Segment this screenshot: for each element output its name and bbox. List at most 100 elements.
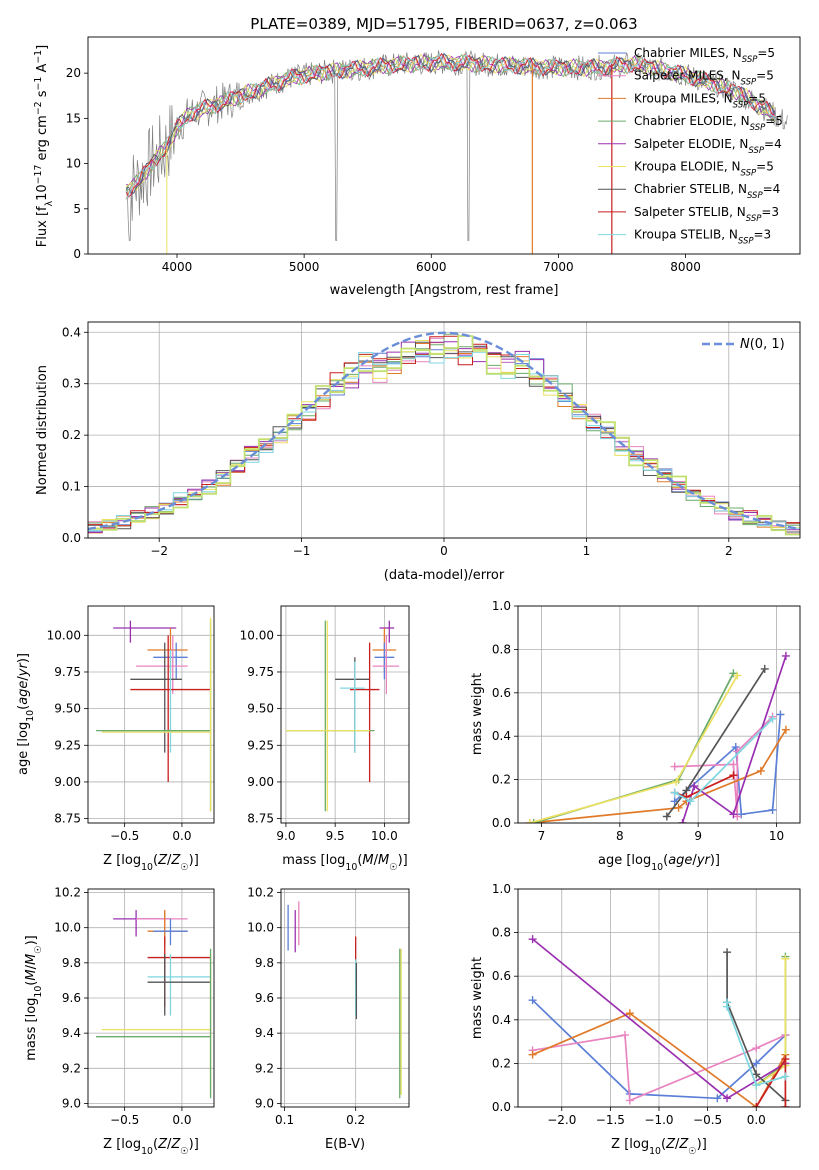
y-tick-label: 0.0 (62, 531, 81, 545)
model-kroupa-elodie (125, 53, 775, 192)
weight-marker (723, 1094, 732, 1103)
weight-line (681, 655, 787, 823)
weight-marker (678, 819, 687, 823)
weight-marker (529, 819, 538, 823)
y-tick-label: 9.75 (54, 665, 81, 679)
weight-marker (781, 1055, 790, 1064)
y-tick-label: 9.25 (247, 738, 274, 752)
x-tick-label: 4000 (162, 260, 193, 274)
x-axis-label: Z [log10(Z/Z☉)] (611, 1137, 707, 1157)
mass_vs_ebv-axes: 0.1 0.2 9.0 9.2 9.4 9.6 9.8 10.0 10.2 (247, 886, 410, 1127)
weight-marker (733, 671, 742, 680)
y-tick-label: 9.4 (62, 1026, 81, 1040)
x-tick-label: 5000 (289, 260, 320, 274)
x-tick-label: 0.0 (172, 1113, 191, 1127)
weight-marker (752, 1059, 761, 1068)
y-tick-label: 9.8 (255, 956, 274, 970)
weight-marker (731, 743, 740, 752)
y-tick-label: 0.1 (62, 480, 81, 494)
weight-marker (756, 766, 765, 775)
y-axis-label: Normed distribution (35, 365, 50, 495)
weight-marker (528, 996, 537, 1005)
y-tick-label: 9.2 (255, 1061, 274, 1075)
weight-marker (625, 1096, 634, 1105)
spectrum-plot (125, 49, 788, 254)
weight-marker (781, 954, 790, 963)
x-tick-label: 0.0 (172, 829, 191, 843)
y-tick-label: 10.00 (240, 628, 274, 642)
spectrum-axes: 4000 5000 6000 7000 8000 0 5 10 15 20 (66, 36, 801, 274)
x-axis-label: Z [log10(Z/Z☉)] (103, 1137, 199, 1157)
y-tick-label: 9.75 (247, 665, 274, 679)
y-tick-label: 0.4 (492, 1013, 511, 1027)
x-tick-label: −0.5 (110, 829, 139, 843)
x-axis-label: E(B-V) (325, 1137, 365, 1152)
weight-marker (674, 803, 683, 812)
y-tick-label: 9.25 (54, 738, 81, 752)
y-tick-label: 10.0 (247, 921, 274, 935)
x-axis-label: wavelength [Angstrom, rest frame] (330, 283, 559, 298)
x-tick-label: 7 (538, 829, 546, 843)
legend-entry: Salpeter STELIB, NSSP=3 (634, 205, 779, 224)
chart-title: PLATE=0389, MJD=51795, FIBERID=0637, z=0… (250, 15, 637, 33)
model-salpeter-stelib (125, 52, 775, 198)
weight-marker (752, 1070, 761, 1079)
residual_hist-axes: −2 −1 0 1 2 0.0 0.1 0.2 0.3 0.4 (62, 321, 801, 558)
weight-marker (752, 1103, 761, 1107)
x-tick-label: 1 (583, 544, 591, 558)
y-tick-label: 9.4 (255, 1026, 274, 1040)
weight-marker (686, 797, 695, 806)
weight-marker (625, 1009, 634, 1018)
weight-marker (781, 651, 790, 660)
legend-entry: Kroupa STELIB, NSSP=3 (634, 228, 771, 247)
y-tick-label: 0.8 (492, 642, 511, 656)
y-tick-label: 0.0 (492, 1100, 511, 1114)
weight_vs_age-frame (517, 605, 801, 824)
weight-marker (620, 1031, 629, 1040)
histogram-step (88, 341, 800, 533)
y-tick-label: 0.6 (492, 686, 511, 700)
x-tick-label: −0.5 (693, 1113, 722, 1127)
y-tick-label: 0.2 (492, 773, 511, 787)
y-tick-label: 10.2 (54, 886, 81, 900)
y-tick-label: 0 (73, 247, 81, 261)
mass_vs_Z-axes: −0.5 0.0 9.0 9.2 9.4 9.6 9.8 10.0 10.2 (54, 886, 215, 1127)
y-tick-label: 0.2 (492, 1056, 511, 1070)
x-tick-label: 6000 (416, 260, 447, 274)
normal-curve (88, 331, 800, 531)
weight_vs_Z-axes: −2.0 −1.5 −1.0 −0.5 0.0 0.0 0.2 0.4 0.6 0.8 1.0 (492, 882, 801, 1127)
y-tick-label: 9.6 (255, 991, 274, 1005)
weight-marker (670, 762, 679, 771)
y-tick-label: 9.6 (62, 991, 81, 1005)
y-tick-label: 9.8 (62, 956, 81, 970)
y-tick-label: 15 (66, 111, 81, 125)
weight-marker (723, 1002, 732, 1011)
weight-line (533, 672, 735, 823)
histogram-step (88, 335, 800, 536)
x-tick-label: −1 (293, 544, 311, 558)
weight-line (529, 674, 739, 823)
weight-marker (528, 1050, 537, 1059)
x-axis-label: Z [log10(Z/Z☉)] (103, 853, 199, 873)
y-tick-label: 1.0 (492, 599, 511, 613)
weight-marker (781, 1072, 790, 1081)
y-axis-label: mass weight (470, 673, 485, 755)
weight_vs_age-axes: 7 8 9 10 0.0 0.2 0.4 0.6 0.8 1.0 (492, 599, 801, 843)
y-tick-label: 10 (66, 157, 81, 171)
x-tick-label: 10 (769, 829, 784, 843)
x-tick-label: 8000 (670, 260, 701, 274)
y-axis-label: Flux [fλ10−17 erg cm−2 s−1 A−1] (33, 45, 55, 247)
mass_vs_ebv-frame (280, 888, 410, 1108)
x-tick-label: 9.5 (326, 829, 345, 843)
x-tick-label: 0.1 (275, 1113, 294, 1127)
weight-marker (670, 788, 679, 797)
y-tick-label: 10.2 (247, 886, 274, 900)
y-tick-label: 0.4 (492, 729, 511, 743)
y-tick-label: 0.3 (62, 377, 81, 391)
x-tick-label: 7000 (543, 260, 574, 274)
legend-entry: Chabrier STELIB, NSSP=4 (634, 182, 780, 201)
weight-marker (729, 771, 738, 780)
weight-line (726, 952, 786, 1102)
weight-marker (781, 725, 790, 734)
